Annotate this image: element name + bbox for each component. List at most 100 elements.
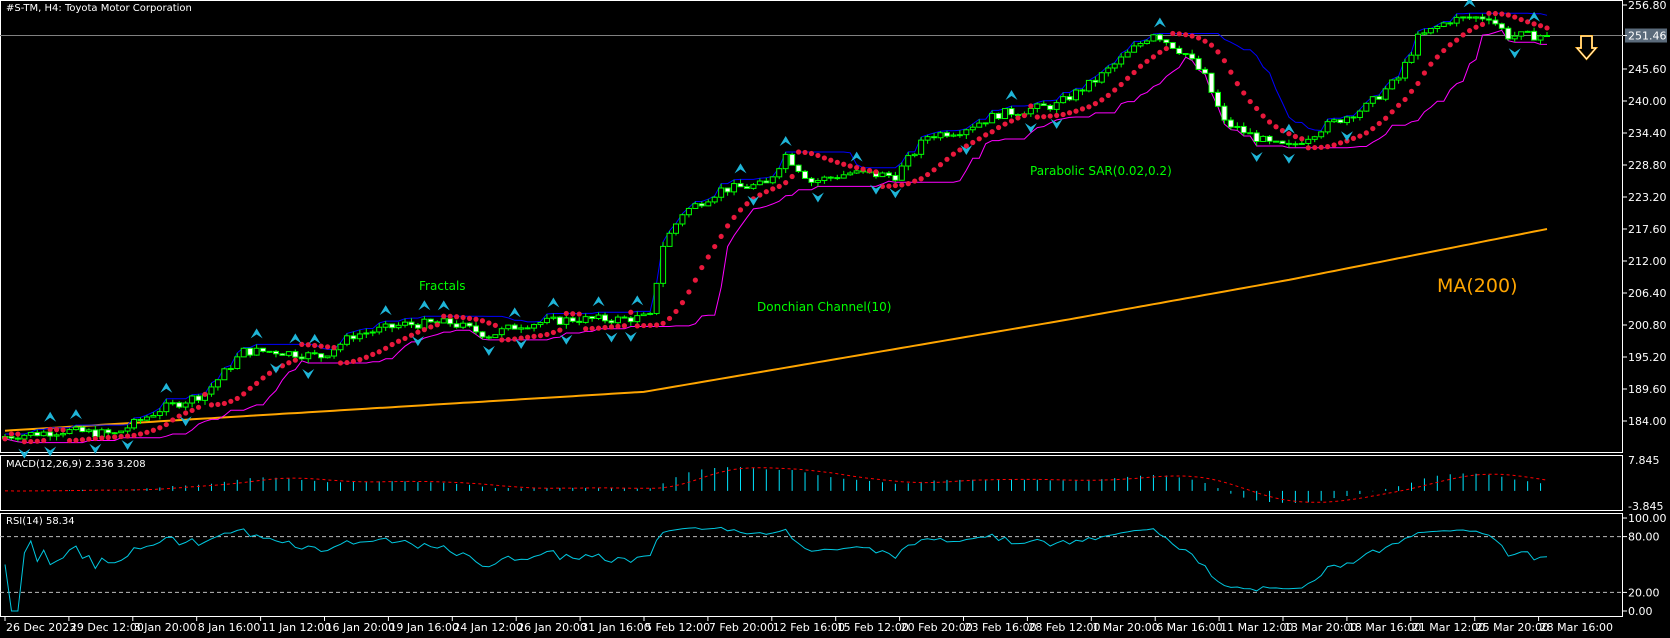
candle-body (1531, 30, 1538, 41)
candle-body (679, 214, 686, 225)
candle-body (472, 325, 479, 333)
sar-dot (628, 309, 634, 315)
fractals-label: Fractals (419, 279, 466, 293)
candle-body (795, 164, 802, 172)
candle-body (1105, 67, 1112, 74)
candle-body (943, 132, 950, 137)
donchian-lower-line (4, 29, 1547, 444)
x-tick-label: 28 Feb 12:00 (1028, 621, 1100, 634)
candle-body (982, 122, 989, 125)
main-panel (0, 0, 1623, 453)
sar-dot (202, 391, 208, 397)
sar-dot (324, 344, 331, 350)
candle-body (1350, 116, 1357, 119)
candle-body (763, 180, 770, 184)
candle-body (208, 386, 215, 395)
candle-body (453, 323, 460, 328)
candle-body (1079, 89, 1086, 92)
sar-dot (1105, 92, 1111, 98)
sar-dot (647, 322, 653, 328)
sar-dot (1350, 135, 1357, 141)
rsi-y-label: 0.00 (1628, 605, 1653, 618)
sar-dot (1079, 106, 1086, 112)
candle-body (1227, 119, 1234, 128)
candle-body (1382, 88, 1389, 100)
sar-dot (21, 439, 27, 445)
sar-dot (228, 398, 234, 404)
candle-body (466, 322, 473, 327)
candle-body (1260, 135, 1267, 143)
candle-body (911, 153, 918, 157)
candle-body (556, 316, 563, 325)
candle-body (956, 134, 963, 137)
sar-dot (1292, 133, 1298, 140)
x-tick-label: 21 Mar 12:00 (1412, 621, 1485, 634)
fractal-up-icon (734, 163, 747, 174)
candle-body (402, 321, 409, 326)
sar-dot (86, 436, 92, 442)
sar-dot (1499, 11, 1505, 17)
sar-dot (1228, 69, 1234, 75)
candle-body (60, 433, 67, 436)
candle-body (318, 353, 325, 359)
candle-body (221, 368, 228, 381)
candle-body (150, 414, 157, 418)
sar-dot (434, 322, 440, 328)
candle-body (769, 176, 776, 184)
sar-dot (247, 385, 253, 391)
candle-body (285, 351, 292, 356)
sar-dot (828, 157, 834, 163)
x-tick-label: 16 Jan 20:00 (326, 621, 396, 634)
fractal-up-icon (547, 297, 560, 308)
candle-body (1460, 16, 1467, 19)
candle-body (92, 429, 99, 438)
sar-dot (525, 334, 531, 340)
sar-dot (544, 331, 550, 338)
sar-dot (1486, 10, 1492, 16)
candle-body (853, 170, 860, 174)
candle-body (1098, 72, 1105, 83)
candle-body (137, 418, 144, 421)
sar-dot (1363, 130, 1369, 136)
sar-dot (705, 254, 711, 260)
candle-body (1202, 68, 1209, 74)
sar-dot (557, 327, 563, 333)
candle-body (1421, 32, 1428, 35)
macd-panel (0, 455, 1623, 511)
candle-body (518, 327, 525, 330)
candle-body (1537, 35, 1544, 41)
candle-body (1518, 31, 1525, 37)
sar-dot (699, 264, 705, 271)
x-tick-label: 11 Mar 12:00 (1220, 621, 1293, 634)
sar-dot (1537, 23, 1544, 29)
sar-dot (1318, 144, 1324, 150)
donchian-label: Donchian Channel(10) (757, 300, 891, 314)
sar-dot (692, 277, 698, 283)
sar-dot (479, 318, 486, 324)
x-tick-label: 28 Mar 16:00 (1540, 621, 1613, 634)
candle-body (460, 322, 467, 328)
sar-dot (1150, 54, 1157, 60)
x-tick-label: 12 Feb 16:00 (773, 621, 845, 634)
candle-body (1131, 45, 1138, 53)
fractal-down-icon (560, 334, 573, 345)
fractal-down-icon (482, 345, 495, 356)
candle-body (1402, 61, 1409, 79)
sar-dot (1389, 109, 1395, 115)
sar-dot (131, 432, 137, 438)
candle-body (343, 335, 350, 345)
candle-body (298, 356, 305, 360)
candle-body (156, 411, 163, 416)
sar-dot (1434, 54, 1440, 60)
candle-body (1292, 143, 1299, 146)
sar-dot (157, 425, 163, 431)
sar-dot (1305, 145, 1311, 151)
sar-dot (1441, 47, 1447, 54)
candle-body (621, 316, 628, 319)
fractal-down-icon (1340, 131, 1353, 142)
sar-dot (1131, 69, 1137, 76)
sar-dot (376, 349, 382, 355)
sar-dot (660, 320, 666, 326)
candle-body (1447, 22, 1454, 25)
x-tick-label: 15 Feb 12:00 (837, 621, 909, 634)
